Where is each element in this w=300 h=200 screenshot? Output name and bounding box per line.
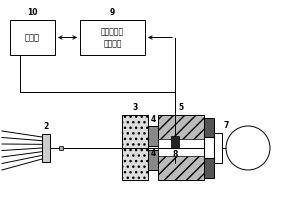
Bar xyxy=(122,115,148,180)
Bar xyxy=(148,150,158,170)
Text: 10: 10 xyxy=(27,8,38,17)
Text: 5: 5 xyxy=(178,103,184,112)
Text: 7: 7 xyxy=(223,121,228,130)
Text: 2: 2 xyxy=(44,122,49,131)
Bar xyxy=(158,139,204,156)
Bar xyxy=(59,146,63,150)
Bar xyxy=(171,136,179,148)
Text: 6: 6 xyxy=(206,140,211,149)
Text: 4: 4 xyxy=(150,149,156,158)
Text: 8: 8 xyxy=(172,150,178,159)
Bar xyxy=(214,133,222,163)
Bar xyxy=(10,20,55,55)
Bar xyxy=(158,115,204,180)
Bar xyxy=(80,20,145,55)
Bar xyxy=(42,134,50,162)
Text: 4: 4 xyxy=(150,115,156,124)
Bar xyxy=(204,158,214,178)
Bar xyxy=(204,118,214,138)
Text: 3: 3 xyxy=(132,103,138,112)
Text: 6: 6 xyxy=(206,145,211,154)
Text: 9: 9 xyxy=(110,8,115,17)
Text: 控制与信号
处理电路: 控制与信号 处理电路 xyxy=(101,27,124,48)
Bar xyxy=(204,137,214,158)
Text: 触摸屏: 触摸屏 xyxy=(25,33,40,42)
Bar xyxy=(148,126,158,146)
